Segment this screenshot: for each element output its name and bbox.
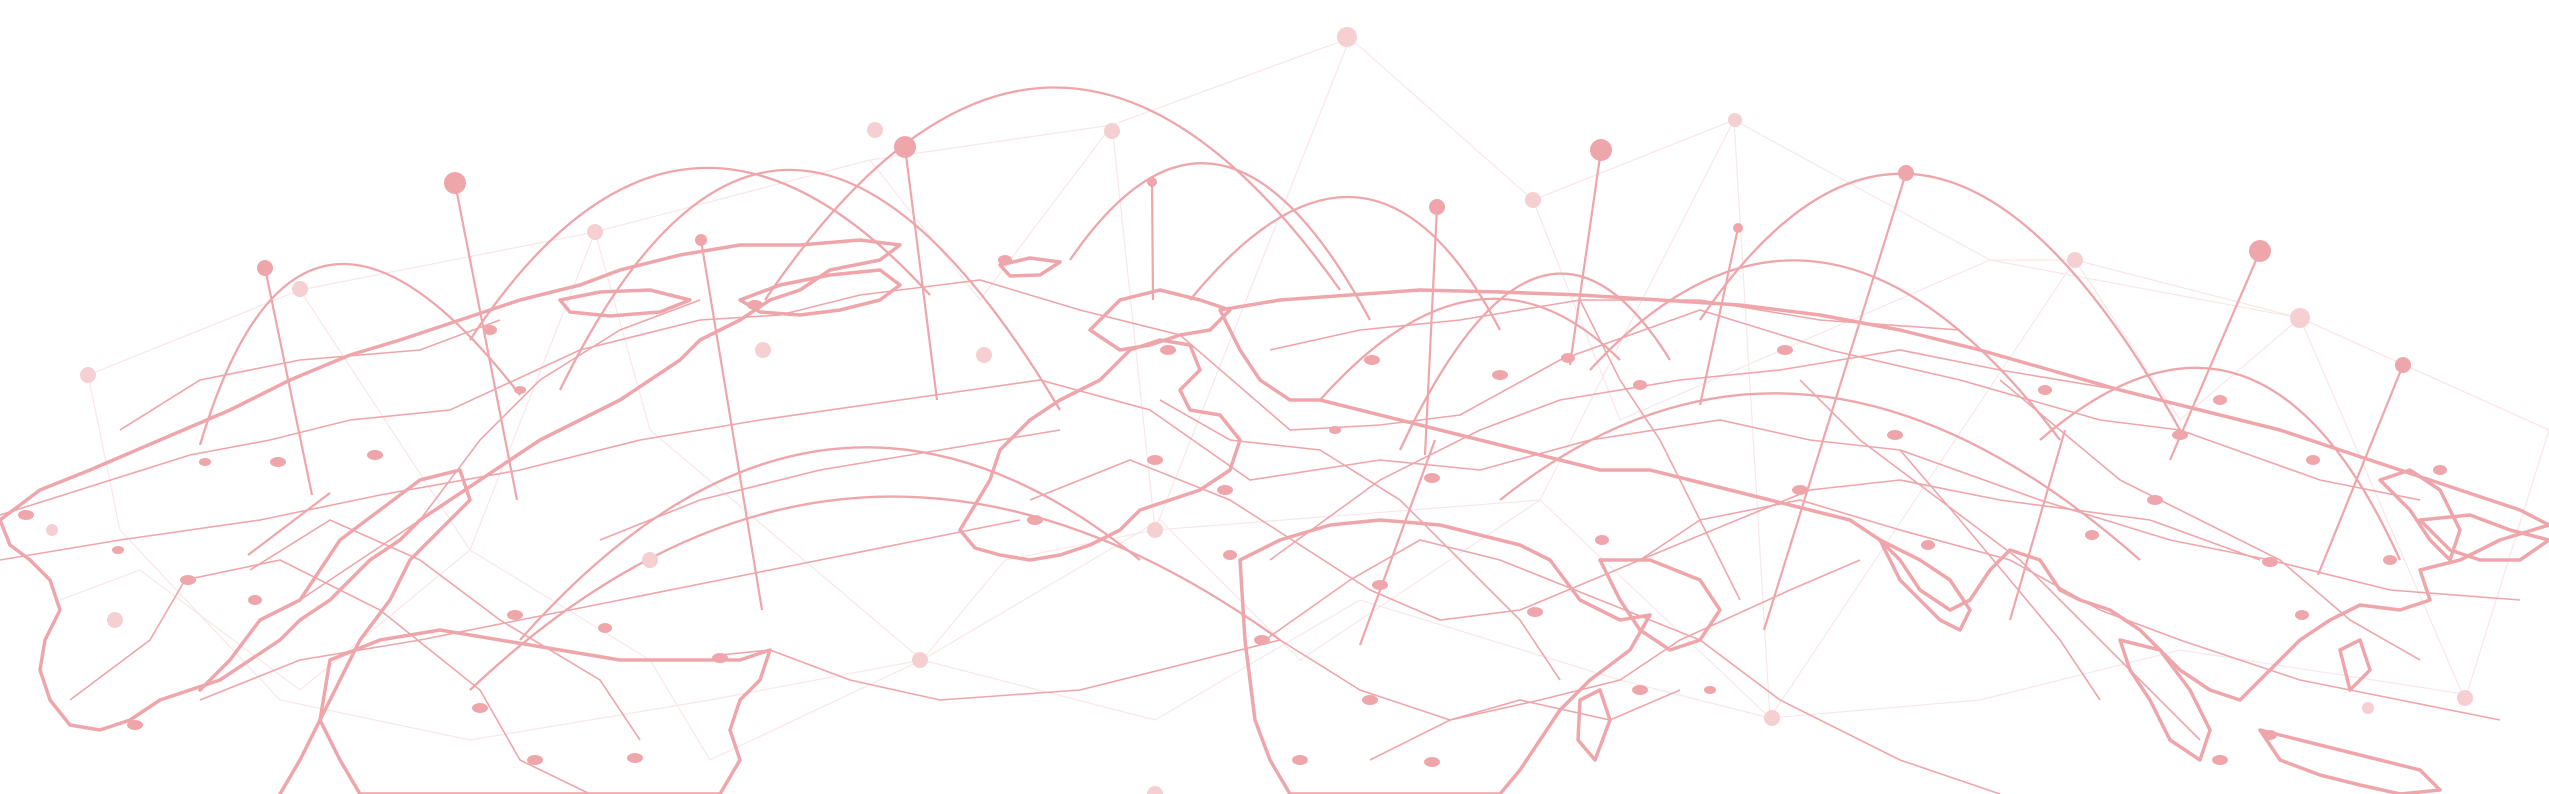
africa-outline [1238, 518, 1652, 794]
pin-south-asia [2008, 429, 2067, 621]
pin-russia [1698, 223, 1743, 406]
iceland-outline [998, 256, 1062, 278]
arc-southamerica-africa [519, 446, 1141, 641]
kamchatka-outline [2418, 513, 2549, 562]
south-america-outline [318, 628, 772, 794]
pin-japan [2316, 357, 2411, 576]
pin-greenland [695, 234, 764, 611]
arc-asia-east [1699, 172, 2182, 431]
arc-canada-atlantic [558, 168, 1061, 411]
europe-outline [958, 338, 1242, 562]
arc-europe-asia [1069, 162, 1372, 321]
pin-arctic [1147, 177, 1157, 301]
arc-canada-europe [469, 166, 931, 341]
pin-alaska [247, 492, 331, 556]
pin-east-asia [2168, 240, 2271, 461]
connection-arcs [198, 86, 2402, 691]
pin-canada [444, 172, 519, 501]
arc-siberia-pacific [2039, 366, 2402, 561]
indonesia-outline [2258, 728, 2442, 794]
philippines-outline [2338, 638, 2372, 692]
pin-north-atlantic [894, 136, 939, 401]
continent-outlines [0, 238, 2549, 794]
arc-central-asia [1589, 259, 2061, 441]
india-outline [1878, 538, 1972, 632]
arc-europe-siberia [1189, 195, 1502, 331]
arc-namerica-north [198, 263, 521, 446]
greenland-outline [738, 268, 902, 317]
pin-africa-west [1358, 439, 1437, 646]
pin-europe [1568, 139, 1612, 366]
asia-outline [1218, 288, 2549, 702]
arctic-islands-outline [558, 288, 692, 318]
background-dots [46, 27, 2473, 794]
background-mesh [59, 37, 2549, 761]
network-nodes [18, 255, 2447, 767]
location-pins [247, 136, 2411, 646]
arc-mediterranean [1319, 297, 1621, 401]
madagascar-outline [1576, 688, 1612, 762]
scandinavia-outline [1088, 288, 1232, 352]
japan-outline [2378, 468, 2462, 562]
arc-africa-asia [1499, 392, 2141, 561]
pin-scandinavia [1423, 199, 1445, 456]
pin-central-asia [1762, 165, 1914, 631]
arc-greenland-europe [764, 86, 1341, 301]
arc-africa-middle-east [1398, 272, 1671, 451]
southeast-asia-outline [2118, 638, 2212, 762]
pin-north-america-west [257, 260, 314, 496]
arc-atlantic-south [469, 495, 1281, 691]
north-america-inner-coast [198, 468, 472, 794]
network-lines [0, 279, 2521, 794]
north-america-outline [0, 238, 902, 732]
